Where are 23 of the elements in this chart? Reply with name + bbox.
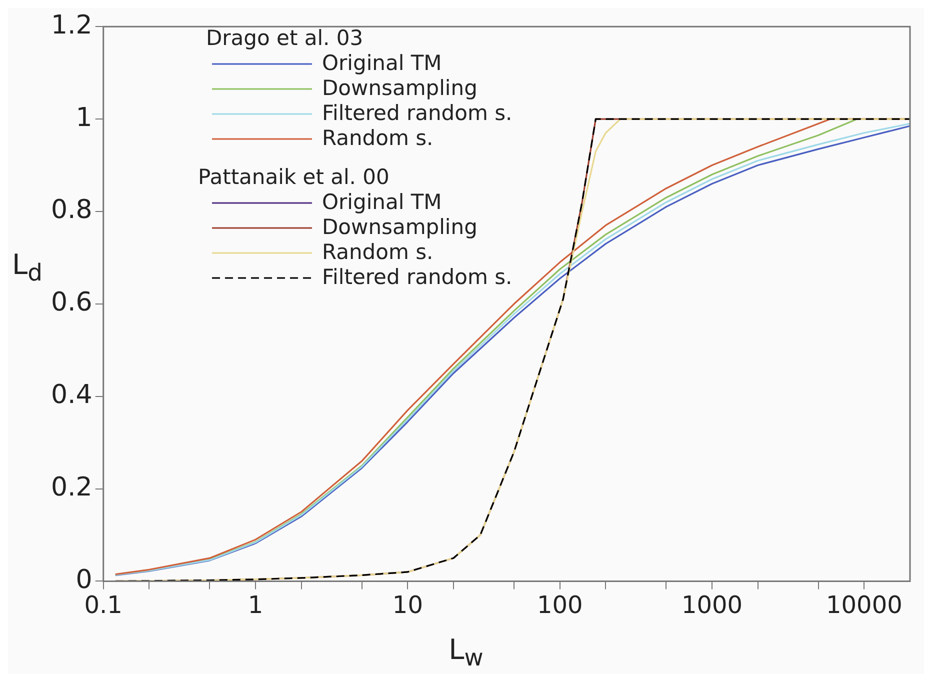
- legend-label: Filtered random s.: [322, 265, 512, 290]
- legend-label: Downsampling: [322, 76, 478, 101]
- x-tick-label: 10: [392, 590, 423, 619]
- x-tick-label: 100: [536, 590, 583, 619]
- legend-label: Random s.: [322, 126, 434, 151]
- annotation: Pattanaik et al. 00: [198, 165, 390, 190]
- y-tick-label: 1: [76, 102, 92, 133]
- y-tick-label: 1.2: [50, 10, 92, 40]
- y-tick-label: 0.2: [50, 472, 92, 503]
- x-tick-label: 1000: [681, 590, 743, 619]
- x-axis-title: L$_{w}$: [448, 633, 484, 672]
- legend-label: Original TM: [322, 51, 442, 76]
- y-tick-label: 0.4: [50, 380, 92, 410]
- x-tick-label: 1: [248, 590, 264, 619]
- y-tick-label: 0.8: [50, 195, 92, 226]
- legend-label: Downsampling: [322, 215, 478, 240]
- legend-label: Filtered random s.: [322, 101, 512, 126]
- legend-label: Original TM: [322, 190, 442, 215]
- y-axis-title: L$_{d}$: [12, 248, 42, 287]
- legend-label: Random s.: [322, 240, 434, 265]
- annotation: Drago et al. 03: [206, 26, 364, 51]
- x-tick-label: 10000: [826, 590, 902, 619]
- y-tick-label: 0.6: [50, 288, 92, 318]
